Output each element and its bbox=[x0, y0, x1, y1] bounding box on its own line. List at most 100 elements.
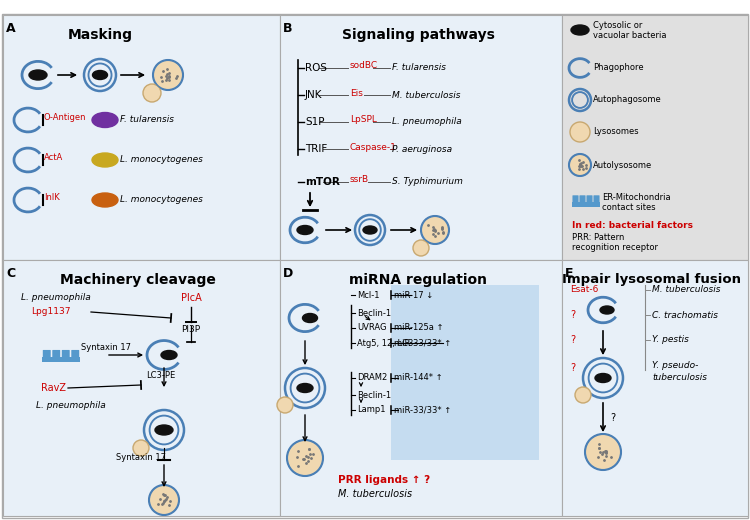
Text: miR-17 ↓: miR-17 ↓ bbox=[394, 291, 433, 300]
Text: Impair lysosomal fusion: Impair lysosomal fusion bbox=[562, 273, 742, 286]
Text: PRR: Pattern: PRR: Pattern bbox=[572, 233, 624, 242]
Text: F. tularensis: F. tularensis bbox=[392, 63, 446, 72]
Text: DRAM2: DRAM2 bbox=[357, 373, 387, 383]
Ellipse shape bbox=[297, 384, 313, 393]
Bar bbox=[391, 285, 539, 460]
Text: Lysosomes: Lysosomes bbox=[593, 127, 638, 136]
Text: C: C bbox=[6, 267, 15, 280]
Text: ?: ? bbox=[570, 363, 575, 373]
Text: ?: ? bbox=[570, 310, 575, 320]
Text: Autophagosome: Autophagosome bbox=[593, 96, 662, 105]
Text: LC3-PE: LC3-PE bbox=[146, 370, 176, 380]
Text: F. tularensis: F. tularensis bbox=[120, 115, 174, 124]
Text: JNK: JNK bbox=[305, 90, 322, 100]
Ellipse shape bbox=[302, 314, 317, 322]
Text: contact sites: contact sites bbox=[602, 203, 656, 213]
Text: L. monocytogenes: L. monocytogenes bbox=[120, 196, 202, 204]
Text: vacuolar bacteria: vacuolar bacteria bbox=[593, 31, 667, 40]
Text: PI3P: PI3P bbox=[181, 326, 200, 334]
Bar bbox=[3, 15, 280, 260]
Text: ROS: ROS bbox=[305, 63, 327, 73]
FancyBboxPatch shape bbox=[53, 350, 60, 358]
Text: S. Typhimurium: S. Typhimurium bbox=[392, 177, 463, 187]
Circle shape bbox=[153, 60, 183, 90]
Text: Machinery cleavage: Machinery cleavage bbox=[60, 273, 216, 287]
Ellipse shape bbox=[92, 112, 118, 127]
Text: PRR ligands ↑ ?: PRR ligands ↑ ? bbox=[338, 475, 430, 485]
Bar bbox=[3, 260, 280, 516]
Text: P. aeruginosa: P. aeruginosa bbox=[392, 145, 452, 153]
Text: ActA: ActA bbox=[44, 152, 63, 162]
Circle shape bbox=[575, 387, 591, 403]
Text: Autolysosome: Autolysosome bbox=[593, 161, 652, 170]
Text: LpSPL: LpSPL bbox=[350, 115, 376, 124]
Circle shape bbox=[569, 154, 591, 176]
Text: miR-144* ↑: miR-144* ↑ bbox=[394, 373, 442, 383]
Text: ssrB: ssrB bbox=[350, 175, 369, 185]
Text: recognition receptor: recognition receptor bbox=[572, 243, 658, 253]
Circle shape bbox=[570, 122, 590, 142]
Text: M. tuberculosis: M. tuberculosis bbox=[338, 489, 412, 499]
Ellipse shape bbox=[571, 25, 589, 35]
Text: Beclin-1: Beclin-1 bbox=[357, 308, 392, 318]
Ellipse shape bbox=[595, 373, 611, 383]
Ellipse shape bbox=[161, 350, 177, 359]
Ellipse shape bbox=[600, 306, 614, 314]
Text: S1P: S1P bbox=[305, 117, 325, 127]
Text: Lamp1: Lamp1 bbox=[357, 406, 386, 414]
Text: InlK: InlK bbox=[44, 192, 60, 201]
FancyBboxPatch shape bbox=[586, 196, 592, 203]
Text: Esat-6: Esat-6 bbox=[570, 285, 598, 294]
Text: In red: bacterial factors: In red: bacterial factors bbox=[572, 220, 693, 229]
Ellipse shape bbox=[92, 153, 118, 167]
FancyBboxPatch shape bbox=[593, 196, 599, 203]
Text: L. pneumophila: L. pneumophila bbox=[21, 293, 91, 303]
Text: L. pneumophila: L. pneumophila bbox=[36, 400, 106, 410]
Text: Atg5, 12, LC3: Atg5, 12, LC3 bbox=[357, 339, 413, 347]
Circle shape bbox=[143, 84, 161, 102]
FancyBboxPatch shape bbox=[62, 350, 70, 358]
Text: L. pneumophila: L. pneumophila bbox=[392, 118, 462, 126]
Text: Y. pseudo-: Y. pseudo- bbox=[652, 360, 698, 370]
Circle shape bbox=[277, 397, 293, 413]
Text: A: A bbox=[6, 22, 16, 35]
Text: C. trachomatis: C. trachomatis bbox=[652, 310, 718, 319]
Text: UVRAG: UVRAG bbox=[357, 323, 386, 332]
Text: Phagophore: Phagophore bbox=[593, 63, 644, 72]
Text: TRIF: TRIF bbox=[305, 144, 327, 154]
Circle shape bbox=[133, 440, 149, 456]
Text: Mcl-1: Mcl-1 bbox=[357, 291, 380, 300]
Ellipse shape bbox=[363, 226, 377, 234]
Ellipse shape bbox=[92, 193, 118, 207]
Text: miR-33/33* ↑: miR-33/33* ↑ bbox=[394, 406, 452, 414]
Text: miR-33/33* ↑: miR-33/33* ↑ bbox=[394, 339, 452, 347]
Text: Syntaxin 17: Syntaxin 17 bbox=[81, 343, 131, 352]
Text: B: B bbox=[283, 22, 292, 35]
Text: miRNA regulation: miRNA regulation bbox=[349, 273, 487, 287]
Text: Eis: Eis bbox=[350, 88, 363, 98]
Text: L. monocytogenes: L. monocytogenes bbox=[120, 155, 202, 164]
Text: Syntaxin 17: Syntaxin 17 bbox=[116, 453, 166, 462]
Bar bbox=[280, 15, 562, 260]
Text: ER-Mitochondria: ER-Mitochondria bbox=[602, 193, 670, 202]
Ellipse shape bbox=[297, 226, 313, 235]
FancyBboxPatch shape bbox=[71, 350, 80, 358]
Text: D: D bbox=[283, 267, 293, 280]
Text: Caspase-1: Caspase-1 bbox=[350, 142, 397, 151]
Text: ?: ? bbox=[570, 335, 575, 345]
Text: M. tuberculosis: M. tuberculosis bbox=[392, 90, 460, 99]
Circle shape bbox=[421, 216, 449, 244]
Text: mTOR: mTOR bbox=[305, 177, 340, 187]
Circle shape bbox=[413, 240, 429, 256]
Text: tuberculosis: tuberculosis bbox=[652, 373, 707, 383]
Ellipse shape bbox=[155, 425, 173, 435]
Text: PlcA: PlcA bbox=[181, 293, 202, 303]
FancyBboxPatch shape bbox=[580, 196, 586, 203]
Ellipse shape bbox=[29, 70, 47, 80]
Ellipse shape bbox=[92, 71, 107, 80]
Text: Beclin-1: Beclin-1 bbox=[357, 391, 392, 399]
Bar bbox=[562, 260, 748, 516]
Text: RavZ: RavZ bbox=[41, 383, 66, 393]
FancyBboxPatch shape bbox=[43, 350, 51, 358]
Text: M. tuberculosis: M. tuberculosis bbox=[652, 285, 721, 294]
